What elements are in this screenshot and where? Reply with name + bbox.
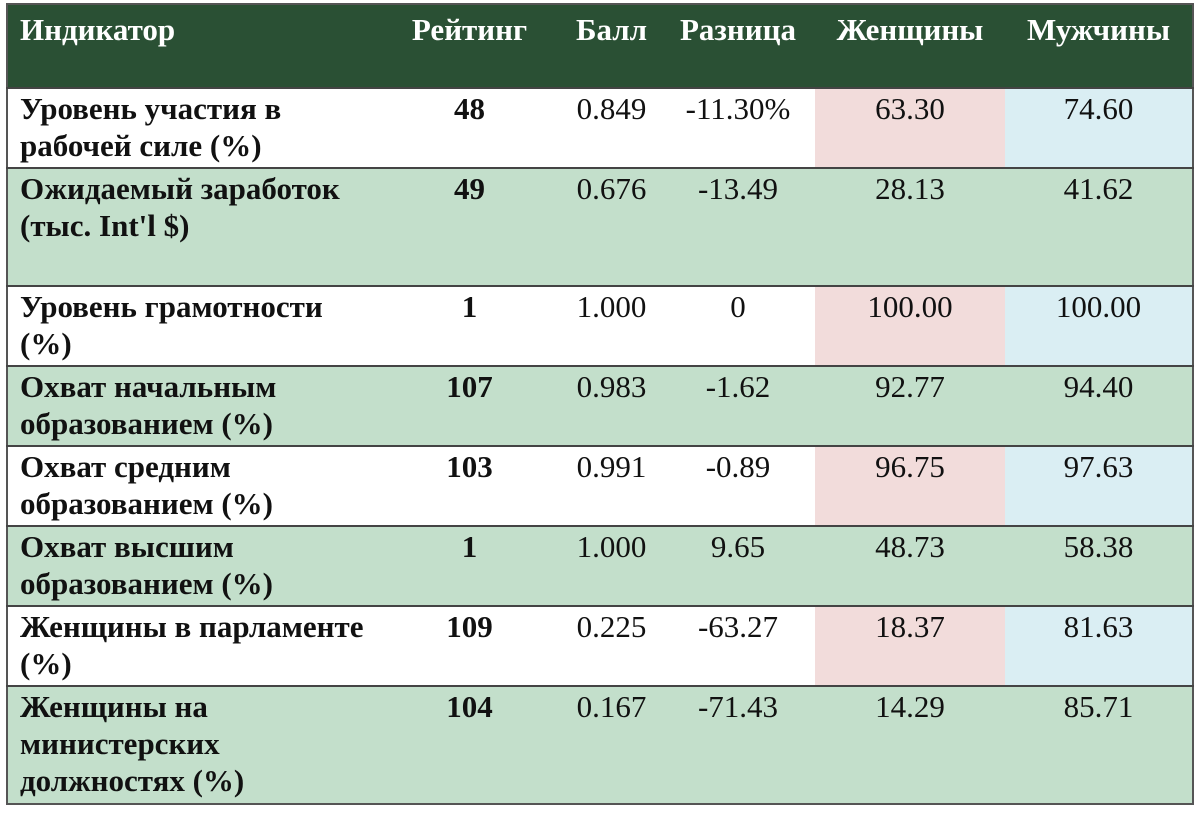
female-cell: 28.13 [815, 167, 1005, 286]
indicator-cell: Охват высшим образованием (%) [7, 525, 377, 606]
score-cell: 1.000 [562, 285, 661, 366]
header-row: Индикатор Рейтинг Балл Разница Женщины М… [7, 4, 1193, 88]
header-gap: Разница [661, 4, 815, 88]
score-cell: 0.167 [562, 685, 661, 804]
gap-cell: -1.62 [661, 365, 815, 446]
table-container: Индикатор Рейтинг Балл Разница Женщины М… [6, 3, 1194, 805]
table-row: Ожидаемый заработок (тыс. Int'l $) 49 0.… [7, 167, 1193, 286]
gap-cell: -71.43 [661, 685, 815, 804]
header-rank: Рейтинг [377, 4, 562, 88]
rank-cell: 1 [377, 285, 562, 366]
score-cell: 0.225 [562, 605, 661, 686]
indicator-cell: Уровень участия в рабочей силе (%) [7, 87, 377, 168]
gap-cell: -0.89 [661, 445, 815, 526]
header-score: Балл [562, 4, 661, 88]
table-row: Уровень участия в рабочей силе (%) 48 0.… [7, 87, 1193, 168]
male-cell: 58.38 [1005, 525, 1193, 606]
header-male: Мужчины [1005, 4, 1193, 88]
rank-cell: 107 [377, 365, 562, 446]
table-row: Женщины в парламенте (%) 109 0.225 -63.2… [7, 605, 1193, 686]
female-cell: 92.77 [815, 365, 1005, 446]
male-cell: 100.00 [1005, 285, 1193, 366]
male-cell: 94.40 [1005, 365, 1193, 446]
gap-cell: 0 [661, 285, 815, 366]
female-cell: 100.00 [815, 285, 1005, 366]
rank-cell: 103 [377, 445, 562, 526]
gap-cell: -11.30% [661, 87, 815, 168]
rank-cell: 104 [377, 685, 562, 804]
score-cell: 1.000 [562, 525, 661, 606]
female-cell: 63.30 [815, 87, 1005, 168]
gap-cell: -13.49 [661, 167, 815, 286]
rank-cell: 49 [377, 167, 562, 286]
female-cell: 96.75 [815, 445, 1005, 526]
male-cell: 97.63 [1005, 445, 1193, 526]
gap-cell: 9.65 [661, 525, 815, 606]
indicator-cell: Женщины на министерских должностях (%) [7, 685, 377, 804]
score-cell: 0.991 [562, 445, 661, 526]
indicator-cell: Охват начальным образованием (%) [7, 365, 377, 446]
indicator-cell: Охват средним образованием (%) [7, 445, 377, 526]
score-cell: 0.983 [562, 365, 661, 446]
header-female: Женщины [815, 4, 1005, 88]
male-cell: 74.60 [1005, 87, 1193, 168]
table-row: Охват средним образованием (%) 103 0.991… [7, 445, 1193, 526]
table-body: Уровень участия в рабочей силе (%) 48 0.… [7, 87, 1193, 804]
male-cell: 41.62 [1005, 167, 1193, 286]
male-cell: 81.63 [1005, 605, 1193, 686]
indicator-cell: Женщины в парламенте (%) [7, 605, 377, 686]
female-cell: 48.73 [815, 525, 1005, 606]
female-cell: 18.37 [815, 605, 1005, 686]
rank-cell: 48 [377, 87, 562, 168]
indicator-cell: Ожидаемый заработок (тыс. Int'l $) [7, 167, 377, 286]
gender-gap-table: Индикатор Рейтинг Балл Разница Женщины М… [6, 3, 1194, 805]
rank-cell: 109 [377, 605, 562, 686]
score-cell: 0.676 [562, 167, 661, 286]
table-row: Женщины на министерских должностях (%) 1… [7, 685, 1193, 804]
table-header: Индикатор Рейтинг Балл Разница Женщины М… [7, 4, 1193, 88]
gap-cell: -63.27 [661, 605, 815, 686]
table-row: Охват начальным образованием (%) 107 0.9… [7, 365, 1193, 446]
table-row: Уровень грамотности (%) 1 1.000 0 100.00… [7, 285, 1193, 366]
indicator-cell: Уровень грамотности (%) [7, 285, 377, 366]
score-cell: 0.849 [562, 87, 661, 168]
table-row: Охват высшим образованием (%) 1 1.000 9.… [7, 525, 1193, 606]
header-indicator: Индикатор [7, 4, 377, 88]
female-cell: 14.29 [815, 685, 1005, 804]
rank-cell: 1 [377, 525, 562, 606]
male-cell: 85.71 [1005, 685, 1193, 804]
